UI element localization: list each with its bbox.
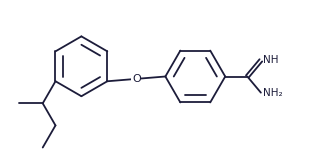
Text: O: O bbox=[132, 74, 141, 84]
Text: NH: NH bbox=[263, 55, 278, 65]
Text: NH₂: NH₂ bbox=[263, 88, 283, 98]
